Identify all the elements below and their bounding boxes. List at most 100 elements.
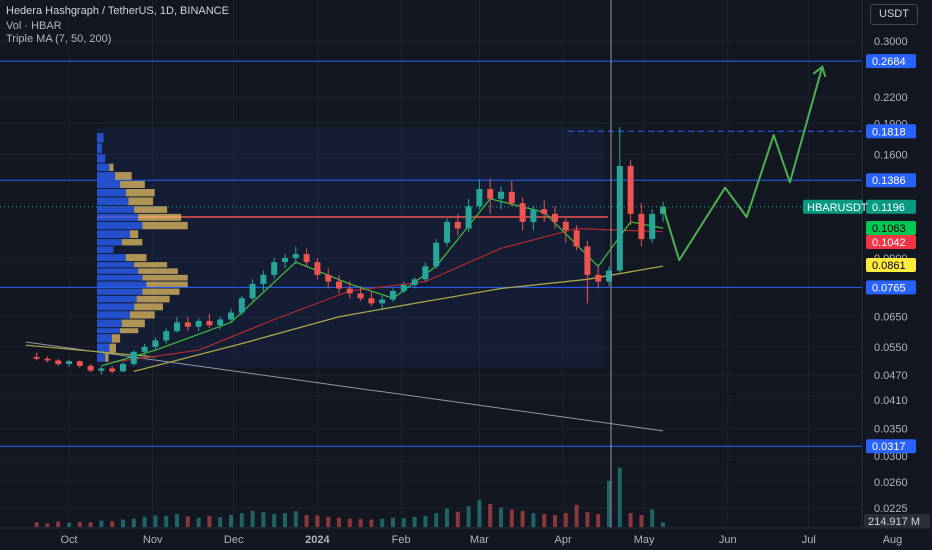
volume-bar: [315, 515, 320, 527]
volume-profile-bar-up: [97, 328, 121, 334]
candle-body: [98, 368, 105, 371]
candle-body: [649, 213, 656, 240]
volume-profile-bar-down: [125, 189, 155, 197]
volume-bar: [466, 506, 471, 527]
candle-body: [130, 351, 137, 365]
candle-body: [55, 360, 62, 365]
volume-profile-bar-up: [97, 334, 112, 343]
candles[interactable]: [33, 127, 666, 375]
volume-bar: [347, 518, 352, 527]
level-price-tag: 0.0765: [872, 282, 906, 294]
volume-profile-range-box: [97, 127, 605, 368]
candle-body: [325, 274, 332, 282]
candle-body: [66, 361, 72, 365]
candle-body: [260, 274, 267, 284]
volume-profile-bar-down: [134, 262, 168, 268]
time-tick-label: 2024: [305, 534, 330, 546]
volume-bar: [509, 509, 514, 527]
volume-profile-bar-up: [97, 230, 130, 239]
volume-profile-bar-down: [130, 230, 139, 239]
price-tick-label: 0.0260: [874, 477, 908, 489]
triple-ma-indicator-label[interactable]: Triple MA (7, 50, 200): [6, 33, 112, 45]
candle-body: [228, 312, 234, 320]
candle-body: [422, 266, 429, 280]
candle-body: [400, 285, 407, 291]
ma-price-tag-bg: [866, 221, 916, 235]
ma-price-tag: 0.0861: [872, 260, 906, 272]
volume-bar: [99, 520, 104, 527]
candle-body: [379, 299, 386, 304]
volume-bar: [337, 517, 341, 527]
price-tick-label: 0.0410: [874, 395, 908, 407]
candle-body: [357, 293, 364, 299]
volume-profile-bar-up: [97, 262, 135, 268]
volume-bar: [401, 518, 406, 527]
candle-body: [87, 365, 94, 371]
volume-profile-bar-up: [97, 281, 147, 288]
volume-profile-bar-up: [97, 288, 143, 295]
volume-profile-bar-down: [142, 288, 180, 295]
volume-profile-bar-down: [109, 343, 116, 353]
volume-tag-bg: [864, 514, 930, 528]
volume-bar: [596, 514, 601, 527]
volume-bar: [250, 510, 255, 527]
volume-profile-bar-up: [97, 221, 143, 230]
volume-bar: [542, 514, 547, 527]
candle-body: [336, 281, 342, 289]
candle-body: [487, 189, 494, 199]
volume-profile-bar-up: [97, 239, 122, 246]
candle-body: [541, 209, 548, 214]
candle-body: [271, 262, 278, 275]
candle-body: [638, 213, 645, 240]
level-price-tag: 0.1818: [872, 126, 906, 138]
candle-body: [174, 322, 180, 332]
projection-path[interactable]: [662, 65, 827, 262]
volume-bar: [445, 508, 449, 527]
volume-bar: [153, 515, 158, 527]
volume-bar: [261, 512, 266, 527]
volume-profile-bar-down: [134, 206, 168, 213]
level-price-tag: 0.0317: [872, 441, 906, 453]
volume-bar: [358, 519, 363, 527]
volume-bar: [391, 517, 395, 527]
volume-bars: [34, 467, 665, 527]
volume-bar: [293, 511, 298, 527]
volume-profile-bar-up: [97, 268, 139, 274]
price-tick-label: 0.3000: [874, 36, 908, 48]
volume-bar: [380, 518, 385, 527]
candle-body: [217, 319, 224, 326]
time-tick-label: Nov: [143, 534, 163, 546]
volume-profile-bar-up: [97, 133, 104, 143]
ma-price-tag-bg: [866, 258, 916, 272]
volume-profile-bar-down: [128, 197, 154, 206]
candle-body: [33, 356, 40, 359]
currency-button[interactable]: USDT: [870, 4, 918, 25]
candle-body: [465, 206, 472, 229]
volume-profile-bar-up: [97, 197, 129, 206]
time-tick-label: Apr: [555, 534, 572, 546]
price-levels[interactable]: [0, 60, 862, 447]
price-axis[interactable]: [862, 0, 932, 550]
candle-body: [141, 346, 148, 352]
volume-profile-bar-up: [97, 319, 122, 328]
price-tick-label: 0.0350: [874, 423, 908, 435]
level-price-tag-bg: [866, 439, 916, 454]
volume-profile-bar-down: [121, 319, 145, 328]
volume-indicator-label[interactable]: Vol · HBAR: [6, 20, 62, 32]
volume-profile-bar-up: [97, 206, 135, 213]
volume-bar: [617, 467, 622, 527]
volume-profile-bar-up: [97, 246, 114, 254]
volume-profile-bar-down: [142, 274, 188, 281]
volume-profile-bar-down: [120, 181, 145, 189]
candle-body: [282, 258, 288, 263]
volume-bar: [121, 519, 125, 527]
volume-bar: [142, 516, 147, 527]
volume-bar: [34, 522, 39, 527]
candle-body: [498, 191, 504, 199]
volume-profile-bar-up: [97, 143, 102, 154]
candle-body: [627, 165, 634, 214]
chart-title: Hedera Hashgraph / TetherUS, 1D, BINANCE: [6, 5, 229, 17]
volume-profile-bar-up: [97, 154, 106, 163]
ma-price-tag: 0.1063: [872, 223, 906, 235]
